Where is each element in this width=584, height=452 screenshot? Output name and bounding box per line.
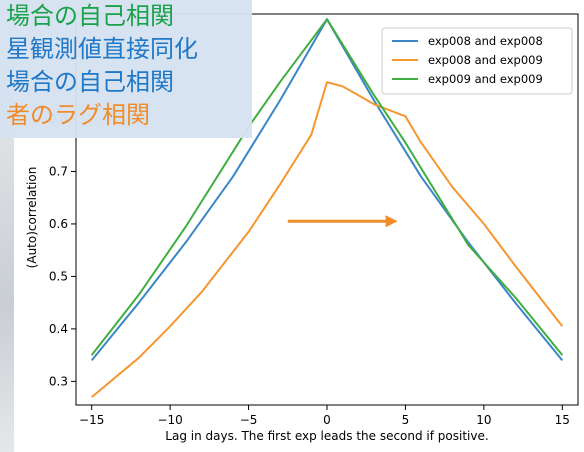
x-axis-label: Lag in days. The first exp leads the sec… [165, 429, 488, 443]
x-tick-label: 15 [555, 413, 570, 427]
legend-label-3: exp009 and exp009 [428, 72, 543, 86]
overlay-line-4: 者のラグ相関 [6, 101, 150, 129]
y-tick-label: 0.4 [49, 322, 68, 336]
slide-text-overlay: 場合の自己相関 星観測値直接同化 場合の自己相関 者のラグ相関 [0, 0, 252, 138]
legend-label-1: exp008 and exp008 [428, 34, 543, 48]
x-tick-label: 5 [402, 413, 410, 427]
y-tick-label: 0.5 [49, 269, 68, 283]
series-line-3 [90, 18, 564, 356]
legend-label-2: exp008 and exp009 [428, 53, 543, 67]
y-axis-label: (Auto)correlation [25, 167, 39, 269]
legend-box [381, 27, 573, 95]
x-tick-label: −10 [157, 413, 182, 427]
overlay-line-2: 星観測値直接同化 [6, 35, 198, 63]
x-tick-label: 0 [323, 413, 331, 427]
y-tick-label: 0.7 [49, 164, 68, 178]
x-tick-label: 10 [476, 413, 491, 427]
overlay-line-3: 場合の自己相関 [6, 68, 174, 96]
x-tick-label: −5 [240, 413, 258, 427]
overlay-line-1: 場合の自己相関 [6, 2, 174, 30]
y-tick-label: 0.3 [49, 374, 68, 388]
y-tick-label: 0.6 [49, 217, 68, 231]
x-tick-label: −15 [79, 413, 104, 427]
annotation-arrow-head [385, 215, 398, 228]
series-line-2 [91, 81, 564, 398]
